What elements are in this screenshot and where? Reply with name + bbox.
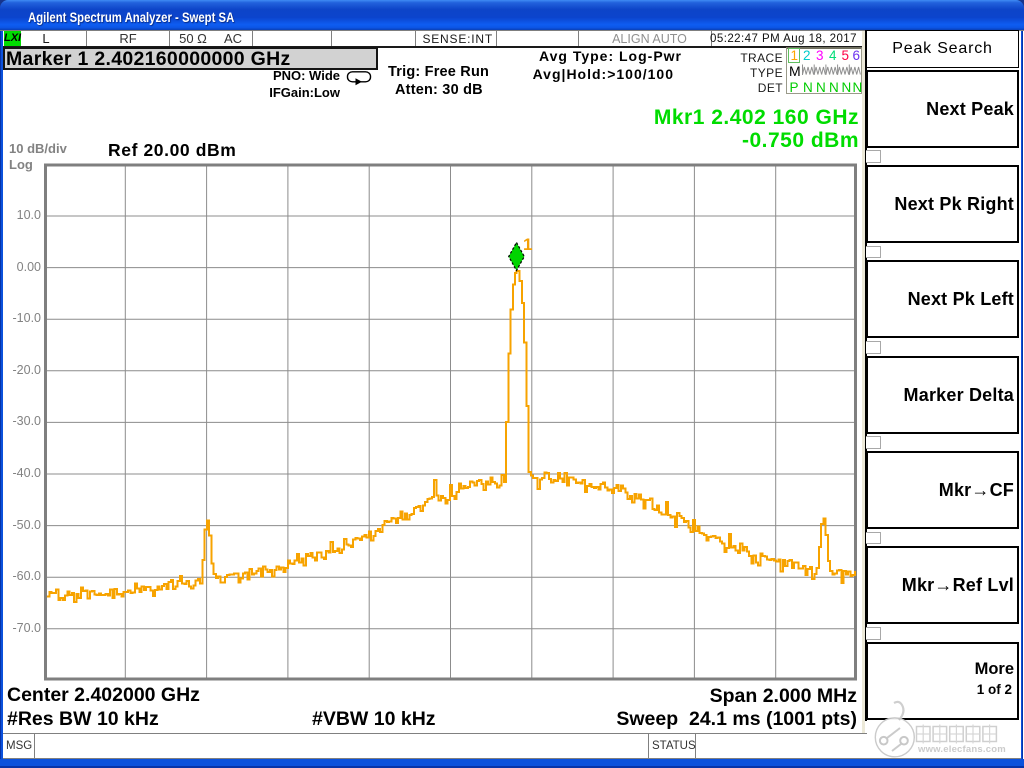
svg-text:www.elecfans.com: www.elecfans.com — [917, 744, 1006, 755]
svg-text:3: 3 — [816, 48, 824, 63]
svg-text:4: 4 — [829, 48, 837, 63]
svg-text:P: P — [790, 80, 799, 95]
svg-text:N: N — [829, 80, 839, 95]
svg-text:2: 2 — [803, 48, 811, 63]
svg-text:6: 6 — [853, 48, 861, 63]
svg-text:N: N — [816, 80, 826, 95]
svg-text:N: N — [842, 80, 852, 95]
svg-text:N: N — [803, 80, 813, 95]
svg-text:1: 1 — [523, 235, 532, 254]
svg-text:5: 5 — [842, 48, 850, 63]
svg-text:N: N — [853, 80, 863, 95]
svg-text:M: M — [789, 63, 801, 79]
svg-text:1: 1 — [791, 48, 799, 63]
